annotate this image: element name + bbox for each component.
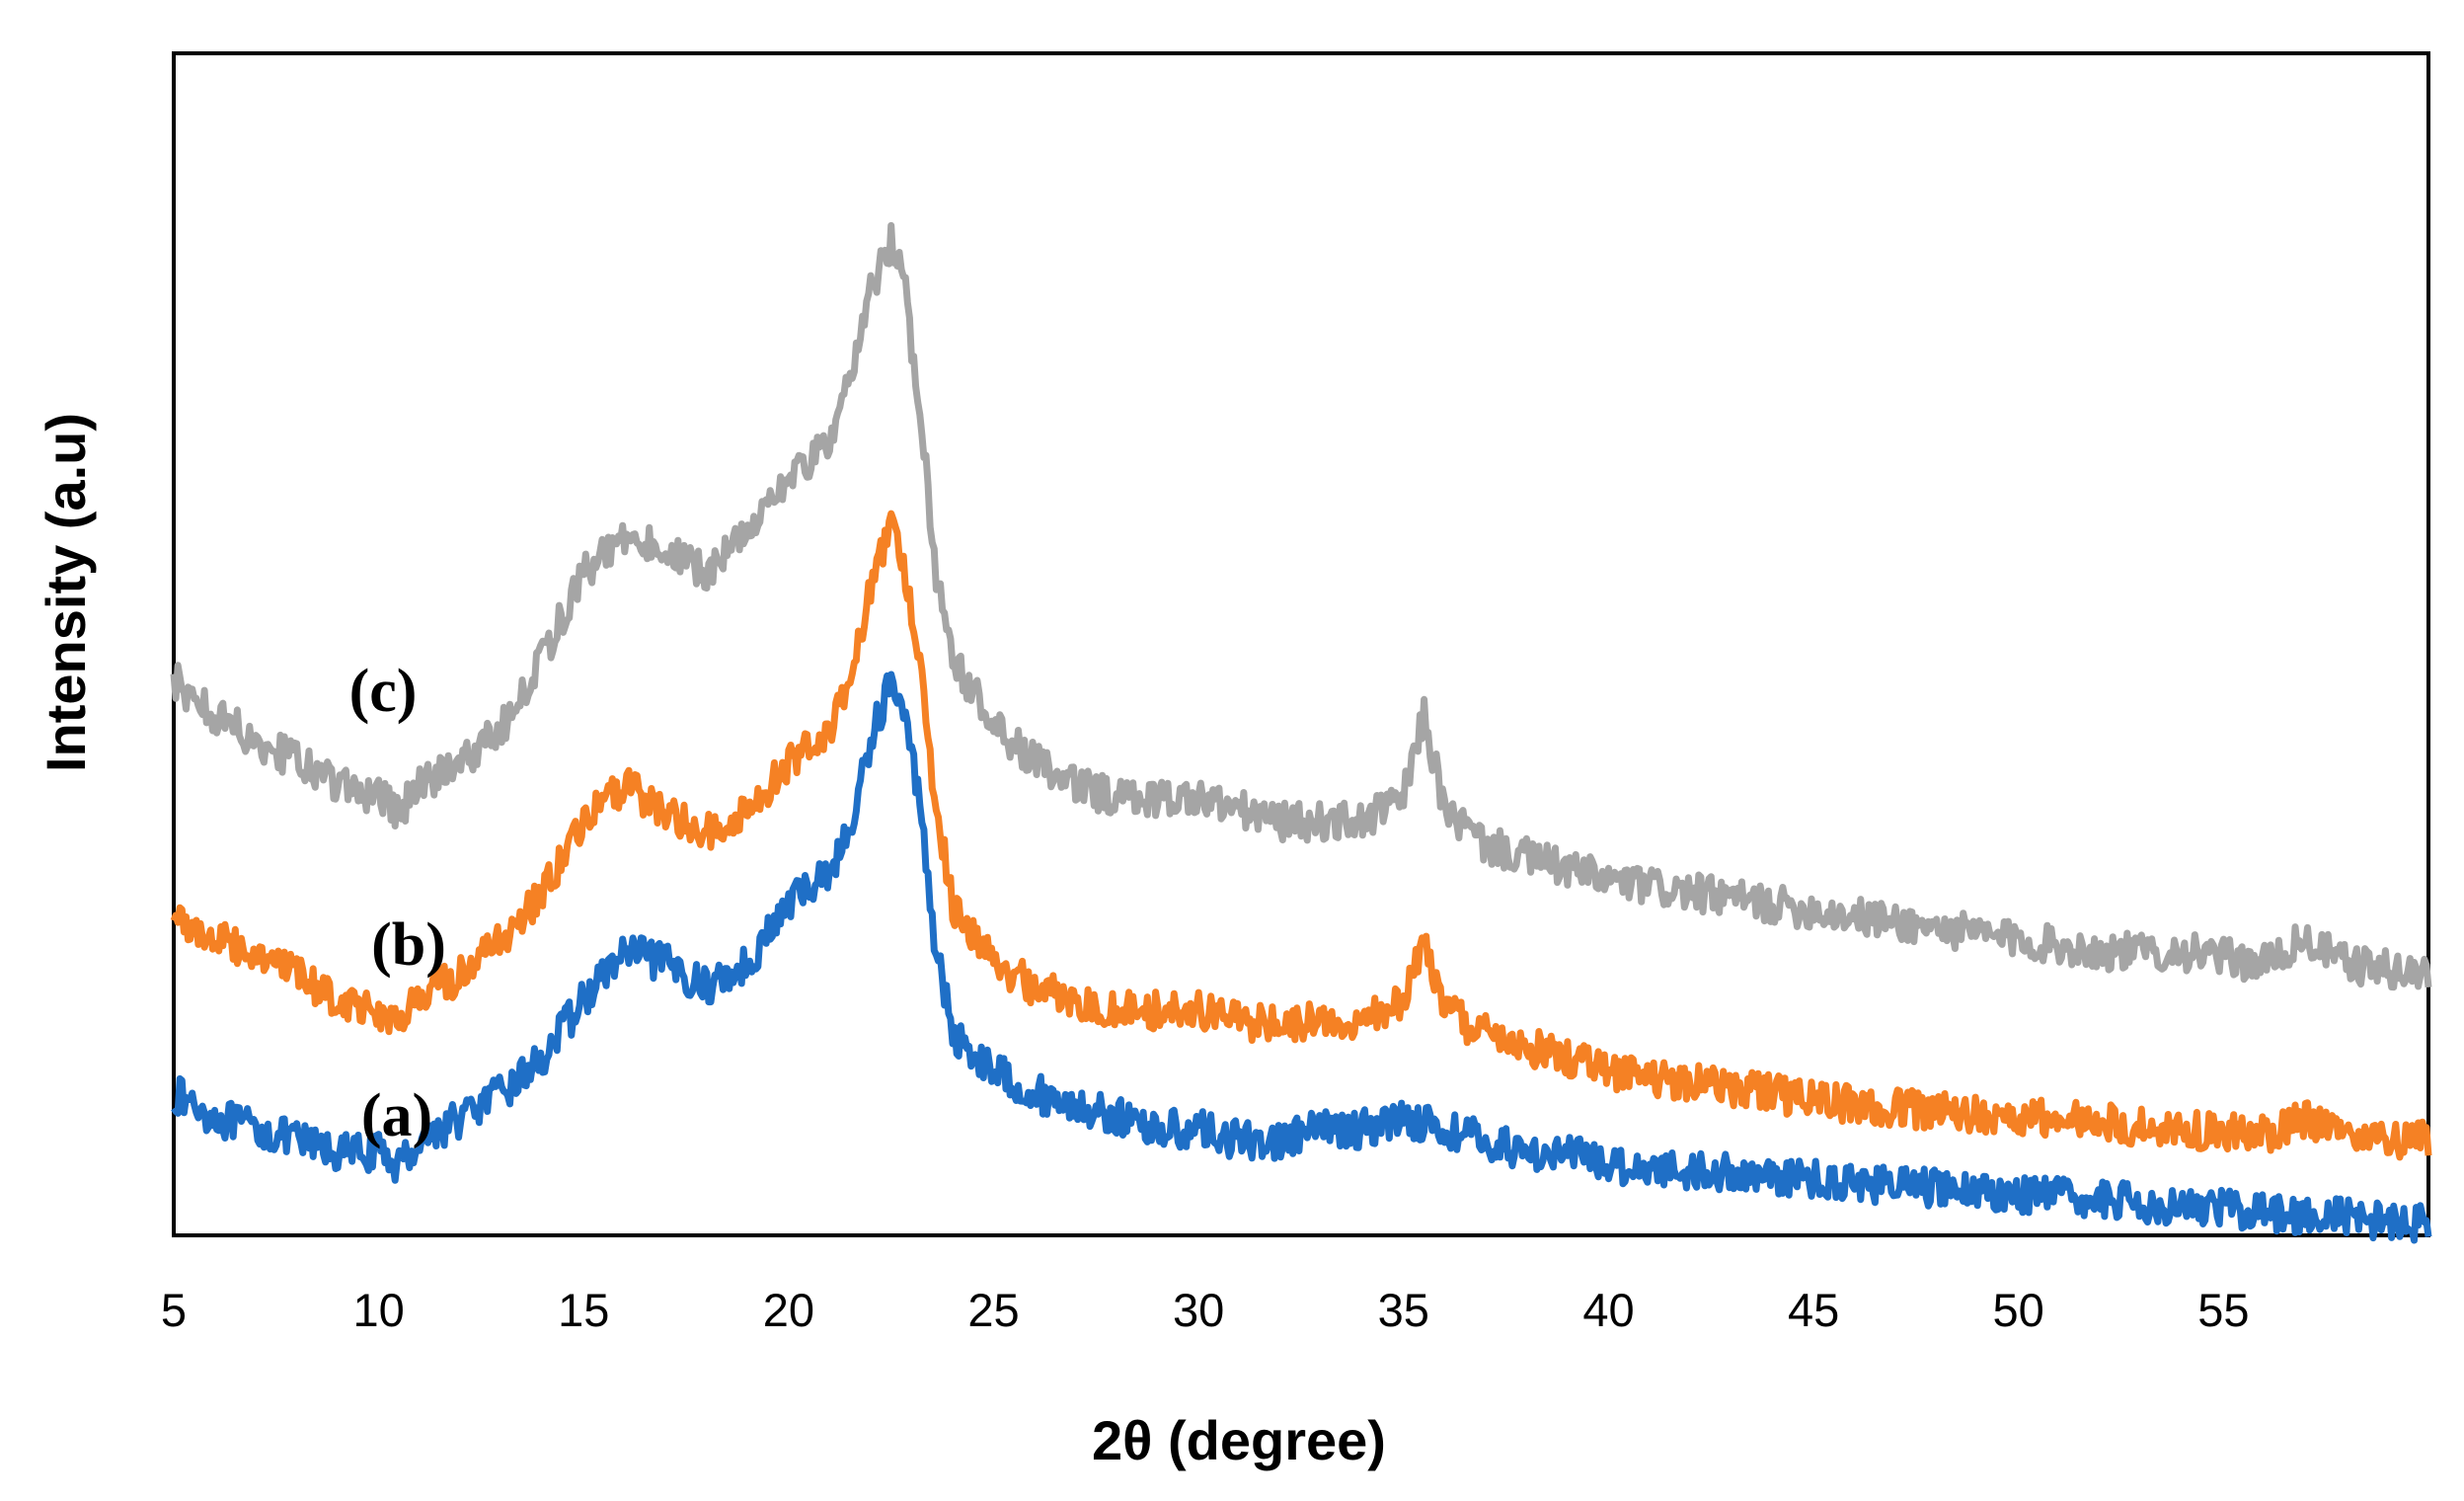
- series-line-a: [171, 671, 2432, 1244]
- x-tick-label: 40: [1582, 1284, 1634, 1336]
- x-tick-label: 20: [763, 1284, 814, 1336]
- x-tick-labels: 5 10 15 20 25 30 35 40 45 50 55: [161, 1284, 2250, 1336]
- x-tick-label: 15: [558, 1284, 609, 1336]
- x-axis-title: 2θ (degree): [1092, 1409, 1386, 1471]
- x-tick-label: 10: [352, 1284, 404, 1336]
- plot-frame: [172, 51, 2430, 1237]
- x-tick-label: 45: [1788, 1284, 1839, 1336]
- curve-label-a: (a): [361, 1082, 432, 1149]
- series-line-b: [170, 510, 2432, 1161]
- x-tick-label: 25: [967, 1284, 1019, 1336]
- x-tick-label: 50: [1993, 1284, 2044, 1336]
- y-axis-title: Intensity (a.u): [35, 413, 97, 772]
- x-tick-label: 5: [161, 1284, 187, 1336]
- curve-label-c: (c): [349, 658, 418, 725]
- series-line-c: [170, 221, 2432, 991]
- x-tick-label: 55: [2197, 1284, 2249, 1336]
- x-tick-label: 35: [1378, 1284, 1429, 1336]
- curve-label-b: (b): [371, 911, 446, 979]
- x-tick-label: 30: [1173, 1284, 1224, 1336]
- series-layer: [170, 221, 2432, 1244]
